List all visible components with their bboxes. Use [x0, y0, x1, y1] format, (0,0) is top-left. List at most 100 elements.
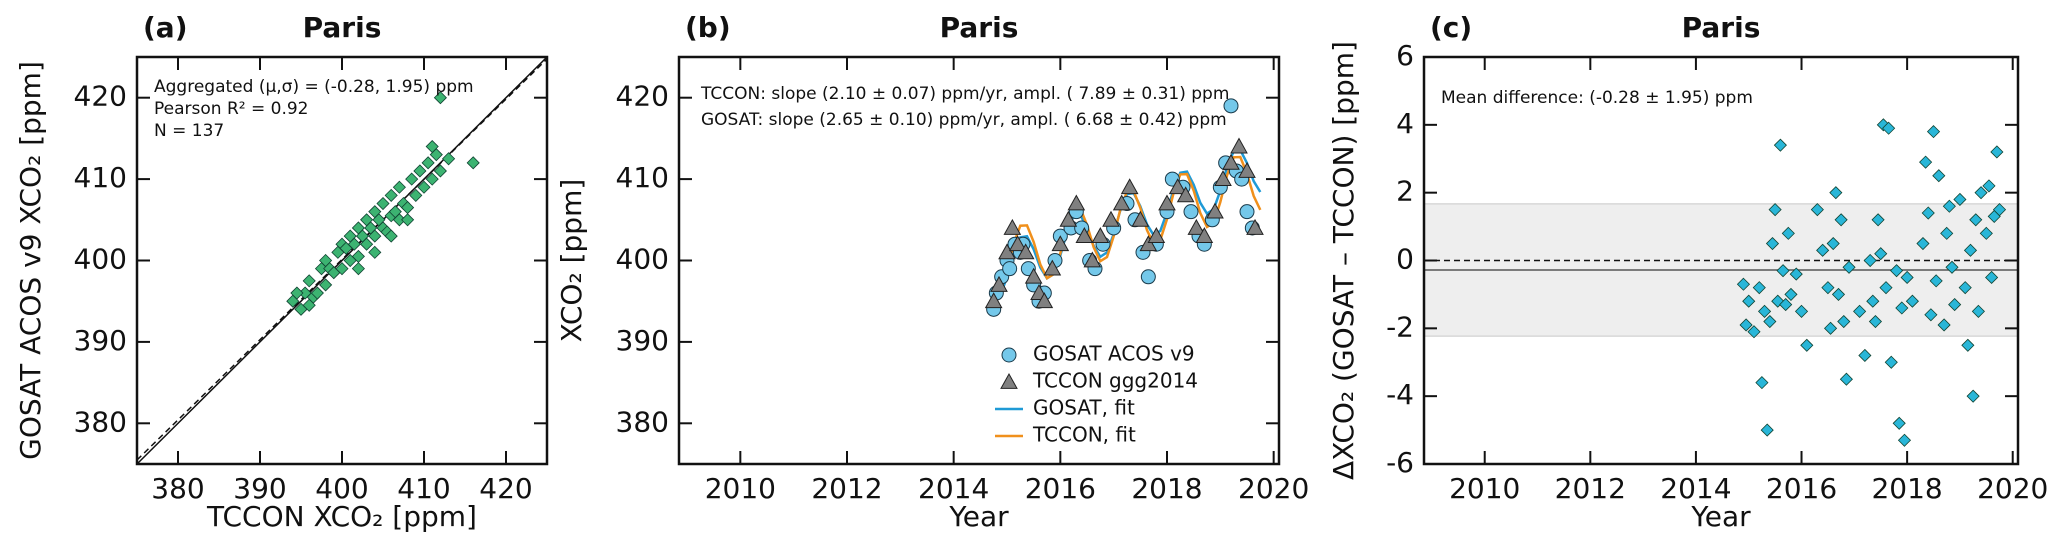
marker — [1879, 281, 1893, 295]
marker — [1958, 281, 1972, 295]
marker — [1003, 218, 1022, 235]
marker — [1765, 236, 1780, 251]
fit-line — [136, 58, 548, 461]
x-tick-label: 380 — [151, 472, 204, 505]
marker — [1992, 203, 2007, 217]
marker — [376, 196, 390, 211]
marker — [360, 237, 374, 251]
x-tick-label: 2010 — [705, 472, 776, 505]
y-tick-label: 410 — [74, 161, 127, 194]
legend-swatch — [1000, 372, 1018, 389]
marker — [417, 180, 431, 194]
marker — [1942, 199, 1956, 213]
marker — [1882, 121, 1896, 135]
annotation: Mean difference: (-0.28 ± 1.95) ppm — [1441, 88, 1753, 108]
x-axis-label: TCCON XCO₂ [ppm] — [206, 500, 477, 533]
chart-title: Paris — [940, 11, 1019, 44]
marker — [1760, 423, 1774, 437]
y-tick-label: 400 — [616, 243, 669, 276]
marker — [302, 274, 316, 288]
one-to-one-line — [136, 56, 548, 465]
y-tick-label: 2 — [1396, 175, 1414, 208]
marker — [290, 286, 304, 300]
marker — [1789, 267, 1803, 281]
marker — [1826, 236, 1840, 251]
y-tick-label: 420 — [616, 80, 669, 113]
y-tick-label: 400 — [74, 243, 127, 276]
marker — [1779, 298, 1793, 312]
marker — [319, 278, 333, 292]
marker — [1884, 355, 1898, 369]
marker — [1051, 235, 1070, 252]
marker — [1921, 206, 1935, 220]
marker — [1176, 186, 1195, 203]
marker — [1784, 287, 1798, 301]
marker — [351, 262, 365, 276]
x-axis-label: Year — [1690, 500, 1751, 533]
x-tick-label: 2016 — [1025, 472, 1096, 505]
legend-label: TCCON, fit — [1032, 423, 1136, 447]
chart-title: Paris — [1682, 11, 1761, 44]
x-tick-label: 420 — [479, 472, 532, 505]
y-tick-label: -2 — [1386, 310, 1414, 343]
legend-swatch — [1001, 347, 1017, 363]
marker — [1158, 194, 1176, 211]
marker — [421, 156, 435, 170]
marker — [1889, 264, 1904, 278]
marker — [1781, 226, 1795, 240]
marker — [1230, 137, 1248, 154]
marker — [1971, 304, 1985, 318]
marker — [984, 292, 1003, 309]
y-axis-label: GOSAT ACOS v9 XCO₂ [ppm] — [14, 61, 47, 460]
marker — [1043, 259, 1062, 276]
marker — [1905, 294, 1919, 308]
annotation: TCCON: slope (2.10 ± 0.07) ppm/yr, ampl.… — [700, 84, 1229, 104]
marker — [1752, 281, 1766, 295]
y-tick-label: 410 — [616, 161, 669, 194]
x-tick-label: 2012 — [811, 472, 882, 505]
marker — [1953, 192, 1967, 207]
marker — [1131, 210, 1150, 227]
y-axis-label: ΔXCO₂ (GOSAT – TCCON) [ppm] — [1327, 41, 1360, 480]
marker — [1837, 314, 1851, 329]
marker — [1102, 210, 1120, 227]
marker — [1024, 267, 1043, 284]
marker — [1800, 338, 1814, 352]
marker — [1768, 203, 1782, 217]
marker — [1831, 287, 1846, 301]
x-tick-label: 2014 — [1660, 472, 1731, 505]
marker — [425, 172, 439, 186]
panel-label: (b) — [685, 11, 731, 44]
marker — [1834, 213, 1848, 227]
y-tick-label: 380 — [616, 405, 669, 438]
marker — [1823, 321, 1838, 335]
marker — [1168, 178, 1187, 195]
marker — [1821, 281, 1835, 295]
marker — [1963, 243, 1978, 257]
marker — [1839, 372, 1853, 386]
marker — [1961, 338, 1975, 352]
y-tick-label: 4 — [1396, 107, 1414, 140]
y-tick-label: 6 — [1396, 39, 1414, 72]
marker — [413, 164, 427, 178]
marker — [310, 286, 324, 300]
marker — [1059, 210, 1078, 227]
x-tick-label: 2014 — [918, 472, 989, 505]
marker — [1763, 314, 1777, 329]
marker — [1773, 138, 1787, 152]
marker — [1206, 202, 1224, 219]
marker — [1940, 226, 1954, 240]
marker — [1974, 186, 1988, 200]
x-tick-label: 2016 — [1766, 472, 1837, 505]
marker — [1900, 270, 1914, 285]
marker — [1008, 235, 1027, 252]
x-tick-label: 2018 — [1131, 472, 1202, 505]
y-axis-label: XCO₂ [ppm] — [555, 179, 588, 343]
marker — [384, 188, 398, 202]
marker — [1829, 186, 1843, 200]
marker — [1739, 318, 1753, 332]
marker — [1742, 294, 1756, 308]
marker — [1945, 260, 1959, 274]
marker — [1871, 213, 1885, 227]
panel-label: (c) — [1430, 11, 1472, 44]
